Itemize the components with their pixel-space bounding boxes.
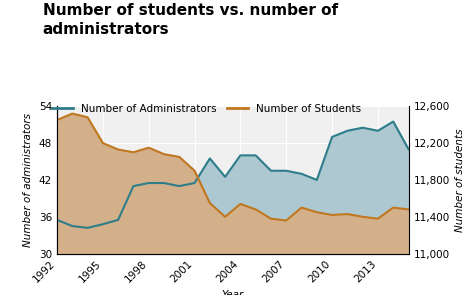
Text: Number of students vs. number of
administrators: Number of students vs. number of adminis…	[43, 3, 338, 37]
Legend: Number of Administrators, Number of Students: Number of Administrators, Number of Stud…	[48, 100, 366, 118]
Y-axis label: Number of administrators: Number of administrators	[23, 113, 33, 247]
Y-axis label: Number of students: Number of students	[455, 128, 465, 232]
X-axis label: Year: Year	[222, 290, 244, 295]
